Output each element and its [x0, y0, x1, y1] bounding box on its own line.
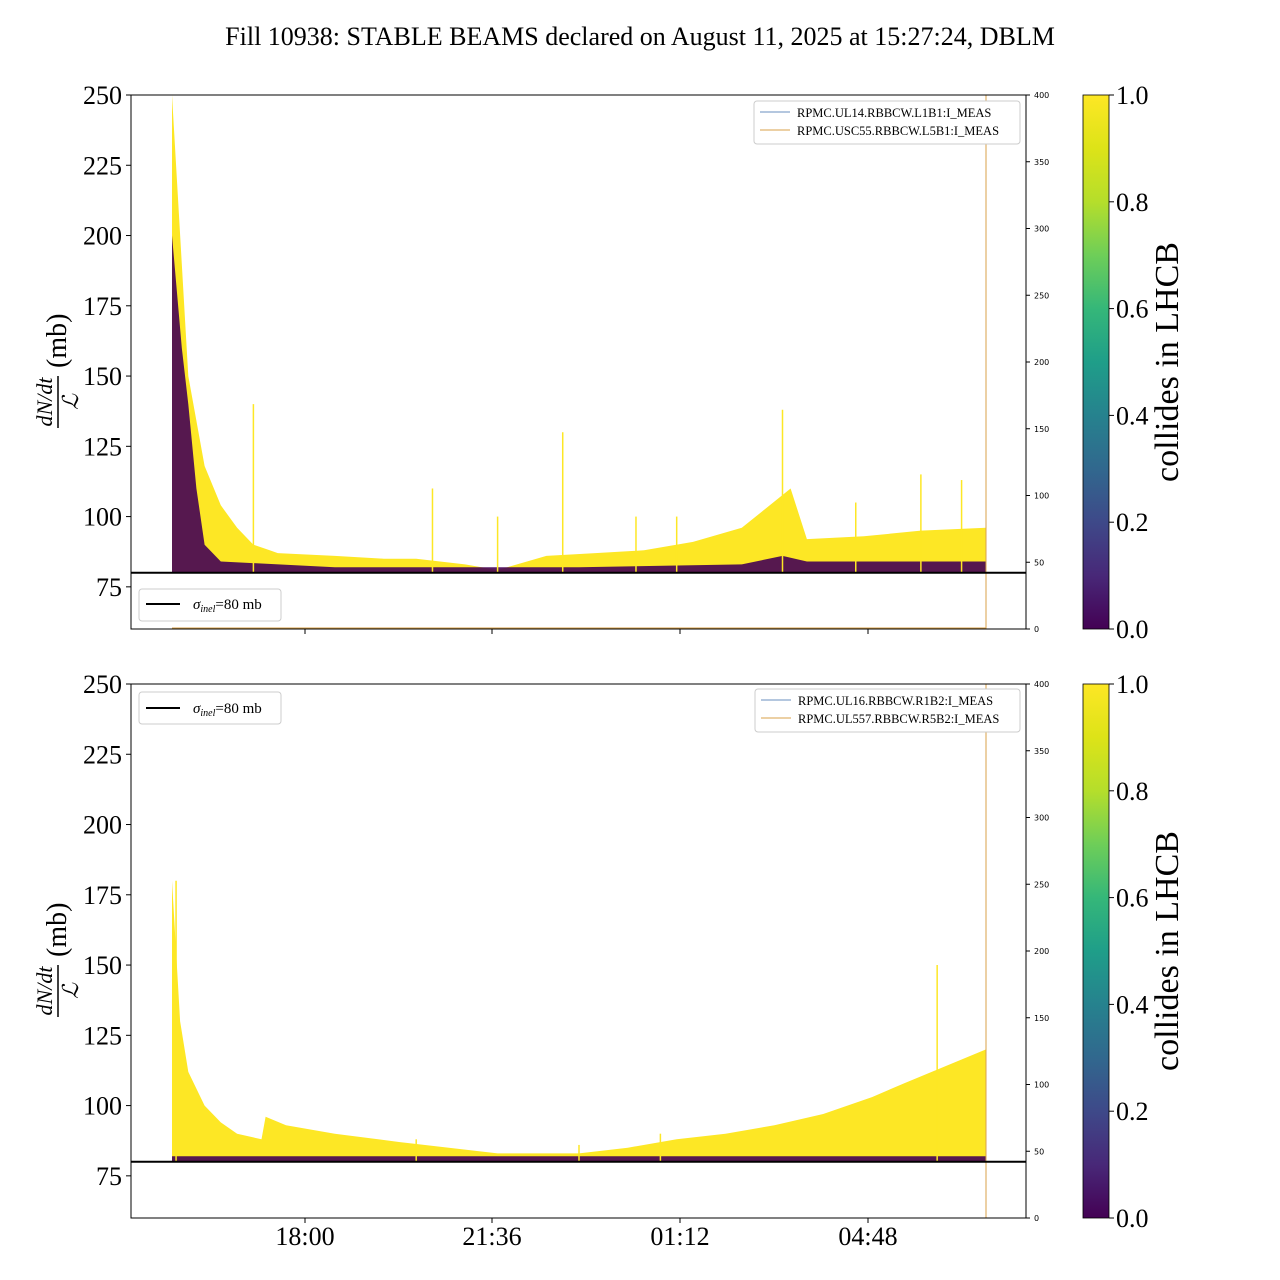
top-sigma-legend-label: σinel=80 mb	[193, 597, 262, 615]
bottom-ylabel-unit: (mb)	[42, 903, 73, 957]
bottom-legend-box	[754, 688, 1021, 733]
top-cbtick-label-1: 0.2	[1116, 508, 1149, 537]
top-y2tick-label-250: 250	[1034, 291, 1049, 300]
top-legend: RPMC.UL14.RBBCW.L1B1:I_MEAS RPMC.USC55.R…	[753, 100, 1021, 145]
bottom-y2tick-label-150: 150	[1034, 1014, 1049, 1023]
top-ytick-label-250: 250	[83, 81, 122, 110]
bottom-legend-entry-1: RPMC.UL16.RBBCW.R1B2:I_MEAS	[798, 694, 993, 708]
top-panel: 75 100 125 150 175 200 225 250 0 50 100 150 200 250 3…	[32, 81, 1186, 644]
top-ytick-label-75: 75	[96, 573, 122, 602]
bottom-legend-entry-2: RPMC.UL557.RBBCW.R5B2:I_MEAS	[798, 712, 999, 726]
top-colorbar-ticks: 0.0 0.2 0.4 0.6 0.8 1.0	[1109, 81, 1149, 644]
top-colorbar-label: collides in LHCB	[1149, 242, 1186, 482]
top-y2tick-label-50: 50	[1034, 558, 1044, 567]
bottom-spikes	[175, 880, 938, 1162]
bottom-panel: 75 100 125 150 175 200 225 250 0 50 100 150 200 250 3…	[32, 670, 1186, 1251]
bottom-y2ticks: 0 50 100 150 200 250 300 350 400	[1026, 680, 1049, 1223]
top-xticks	[304, 629, 869, 634]
top-y2tick-label-350: 350	[1034, 158, 1049, 167]
bottom-ytick-label-125: 125	[83, 1021, 122, 1050]
bottom-xtick-label-2: 01:12	[650, 1222, 709, 1251]
top-ylabel-num: dN/dt	[32, 377, 57, 427]
top-cbtick-label-2: 0.4	[1116, 401, 1149, 430]
bottom-legend: RPMC.UL16.RBBCW.R1B2:I_MEAS RPMC.UL557.R…	[754, 688, 1021, 733]
bottom-xtick-label-1: 21:36	[462, 1222, 521, 1251]
bottom-ytick-label-175: 175	[83, 881, 122, 910]
bottom-ylabel: dN/dt ℒ (mb)	[32, 903, 83, 1017]
top-data-layer	[172, 95, 987, 629]
top-y2ticks: 0 50 100 150 200 250 300 350 400	[1026, 91, 1049, 634]
bottom-ytick-label-250: 250	[83, 670, 122, 699]
bottom-sigma-legend-box	[138, 691, 282, 725]
top-ytick-label-125: 125	[83, 432, 122, 461]
top-ytick-label-225: 225	[83, 151, 122, 180]
top-legend-entry-2: RPMC.USC55.RBBCW.L5B1:I_MEAS	[797, 124, 999, 138]
bottom-ytick-label-75: 75	[96, 1162, 122, 1191]
bottom-y2tick-label-400: 400	[1034, 680, 1049, 689]
top-ytick-label-100: 100	[83, 503, 122, 532]
bottom-cbtick-label-2: 0.4	[1116, 990, 1149, 1019]
bottom-ytick-label-100: 100	[83, 1092, 122, 1121]
top-cbtick-label-0: 0.0	[1116, 615, 1149, 644]
top-legend-entry-1: RPMC.UL14.RBBCW.L1B1:I_MEAS	[797, 106, 991, 120]
bottom-ytick-label-200: 200	[83, 811, 122, 840]
top-ylabel: dN/dt ℒ (mb)	[32, 314, 83, 428]
bottom-ytick-label-225: 225	[83, 740, 122, 769]
bottom-y2tick-label-350: 350	[1034, 747, 1049, 756]
top-colorbar: 0.0 0.2 0.4 0.6 0.8 1.0 collides in LHCB	[1082, 81, 1186, 644]
bottom-xtick-label-3: 04:48	[838, 1222, 897, 1251]
bottom-cbtick-label-0: 0.0	[1116, 1204, 1149, 1233]
top-spikes	[252, 404, 963, 573]
bottom-y2tick-label-0: 0	[1034, 1214, 1039, 1223]
bottom-y2tick-label-100: 100	[1034, 1081, 1049, 1090]
bottom-y2tick-label-50: 50	[1034, 1147, 1044, 1156]
bottom-data-layer	[172, 684, 987, 1218]
top-cbtick-label-3: 0.6	[1116, 295, 1149, 324]
top-sigma-legend: σinel=80 mb	[138, 588, 282, 622]
bottom-yticks: 75 100 125 150 175 200 225 250	[83, 670, 131, 1191]
top-y2tick-label-200: 200	[1034, 358, 1049, 367]
bottom-colorbar-ticks: 0.0 0.2 0.4 0.6 0.8 1.0	[1109, 670, 1149, 1233]
bottom-y2tick-label-300: 300	[1034, 814, 1049, 823]
bottom-cbtick-label-4: 0.8	[1116, 777, 1149, 806]
bottom-sigma-legend: σinel=80 mb	[138, 691, 282, 725]
bottom-cbtick-label-3: 0.6	[1116, 884, 1149, 913]
bottom-ylabel-den: ℒ	[58, 982, 83, 999]
bottom-xticks: 18:00 21:36 01:12 04:48	[275, 1218, 898, 1251]
bottom-ytick-label-150: 150	[83, 951, 122, 980]
top-purple-band	[172, 235, 986, 573]
top-colorbar-gradient	[1082, 94, 1110, 630]
top-y2tick-label-300: 300	[1034, 225, 1049, 234]
bottom-cbtick-label-1: 0.2	[1116, 1097, 1149, 1126]
bottom-cbtick-label-5: 1.0	[1116, 670, 1149, 699]
top-ylabel-den: ℒ	[58, 393, 83, 410]
top-ylabel-unit: (mb)	[42, 314, 73, 368]
bottom-xtick-label-0: 18:00	[275, 1222, 334, 1251]
top-cbtick-label-4: 0.8	[1116, 188, 1149, 217]
top-cbtick-label-5: 1.0	[1116, 81, 1149, 110]
bottom-y2tick-label-250: 250	[1034, 880, 1049, 889]
chart-title: Fill 10938: STABLE BEAMS declared on Aug…	[225, 22, 1055, 51]
top-y2tick-label-400: 400	[1034, 91, 1049, 100]
bottom-sigma-legend-label: σinel=80 mb	[193, 701, 262, 719]
bottom-colorbar: 0.0 0.2 0.4 0.6 0.8 1.0 collides in LHCB	[1082, 670, 1186, 1233]
bottom-yellow-band	[172, 880, 986, 1162]
top-yellow-band	[172, 95, 986, 573]
top-legend-box	[753, 100, 1021, 145]
bottom-colorbar-gradient	[1082, 683, 1110, 1219]
top-ytick-label-175: 175	[83, 292, 122, 321]
bottom-ylabel-num: dN/dt	[32, 966, 57, 1016]
top-y2tick-label-100: 100	[1034, 492, 1049, 501]
top-y2tick-label-0: 0	[1034, 625, 1039, 634]
bottom-colorbar-label: collides in LHCB	[1149, 831, 1186, 1071]
top-y2tick-label-150: 150	[1034, 425, 1049, 434]
top-yticks: 75 100 125 150 175 200 225 250	[83, 81, 131, 602]
top-sigma-legend-box	[138, 588, 282, 622]
top-ytick-label-200: 200	[83, 222, 122, 251]
bottom-y2tick-label-200: 200	[1034, 947, 1049, 956]
top-ytick-label-150: 150	[83, 362, 122, 391]
